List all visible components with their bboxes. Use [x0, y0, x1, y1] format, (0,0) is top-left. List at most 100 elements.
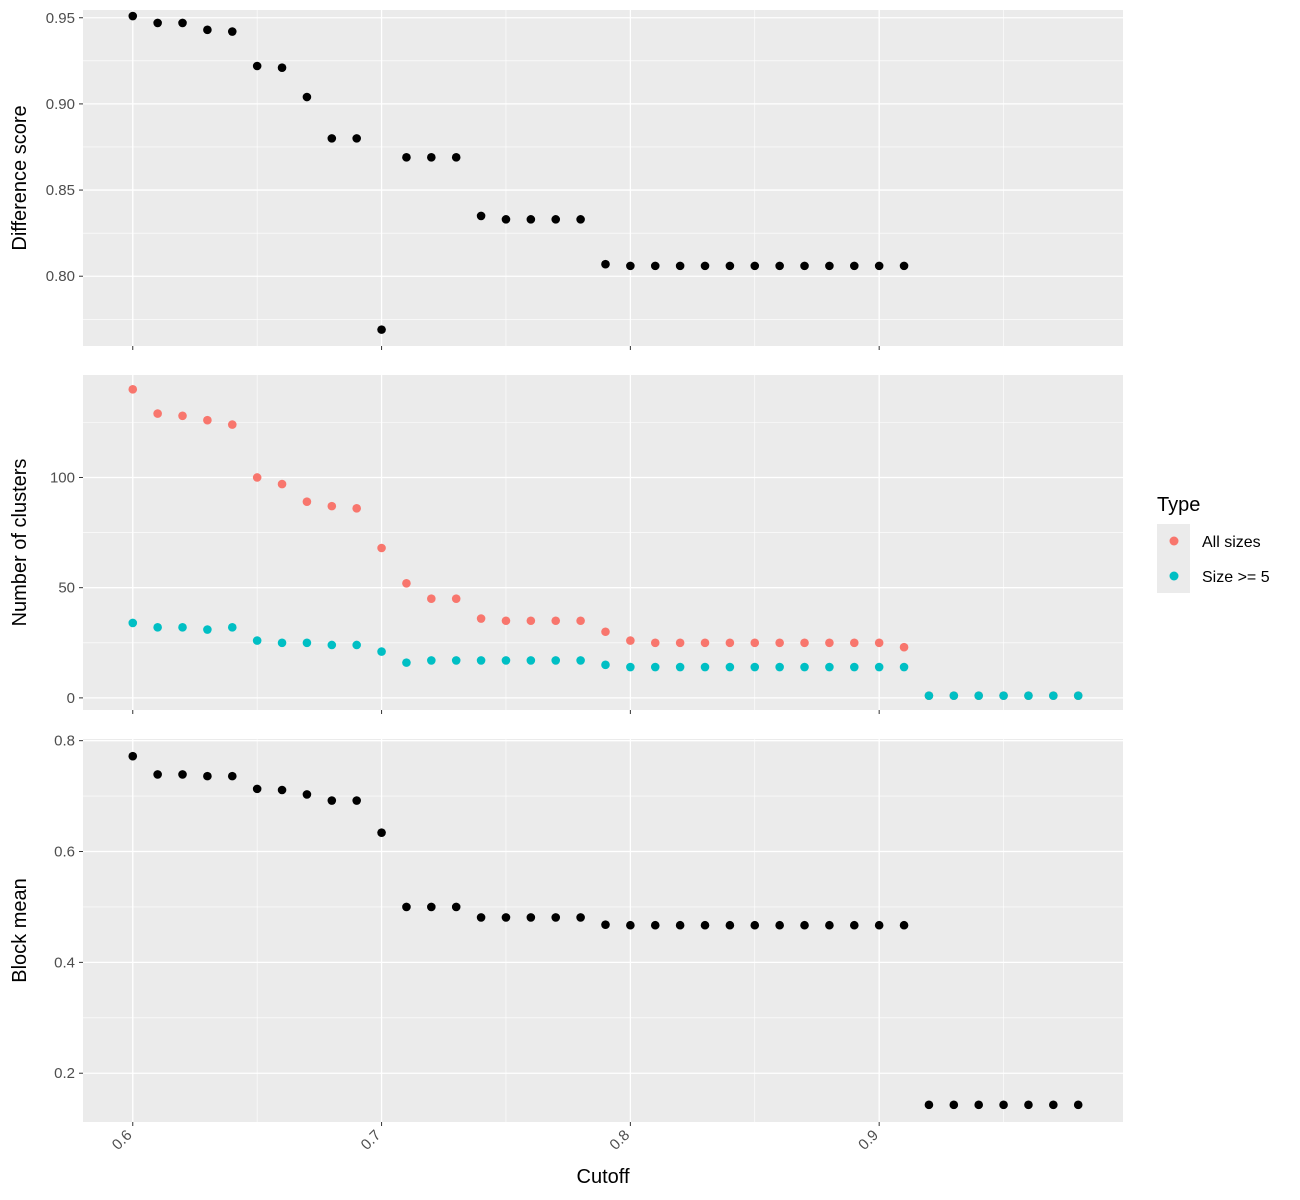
data-point [700, 261, 710, 271]
y-tick-label: 50 [58, 580, 75, 597]
series-size-5 [128, 618, 1083, 700]
data-point [203, 625, 212, 634]
data-point [576, 656, 585, 665]
data-point [650, 662, 660, 672]
data-point [874, 662, 884, 672]
data-point [825, 261, 834, 271]
x-axis-title: Cutoff [577, 1166, 630, 1188]
data-point [476, 614, 486, 623]
y-tick-label: 0.4 [54, 954, 75, 971]
data-point [203, 415, 212, 425]
data-point [725, 261, 735, 271]
y-axis-title: Block mean [9, 878, 31, 983]
data-point [377, 647, 386, 656]
data-point [252, 473, 262, 482]
data-point [178, 770, 187, 779]
data-point [451, 902, 461, 912]
data-point [327, 796, 337, 805]
data-point [899, 261, 909, 271]
data-point [501, 215, 511, 224]
data-point [526, 913, 536, 922]
data-point [178, 623, 187, 632]
data-point [501, 656, 511, 665]
data-point [327, 134, 337, 143]
data-point [675, 920, 685, 930]
data-point [128, 618, 138, 628]
data-point [377, 828, 386, 837]
y-tick-label: 0.85 [46, 182, 75, 199]
data-point [874, 638, 884, 648]
y-tick-label: 0.2 [54, 1065, 75, 1082]
data-point [377, 325, 386, 334]
data-point [526, 215, 536, 224]
y-tick-label: 0.95 [46, 10, 75, 27]
data-point [576, 616, 585, 626]
data-point [849, 261, 859, 271]
data-point [402, 578, 411, 588]
data-point [402, 902, 411, 912]
data-point [999, 1100, 1008, 1110]
data-point [427, 902, 436, 912]
data-point [252, 784, 262, 794]
data-point [227, 771, 237, 781]
panel-background [83, 10, 1123, 346]
data-point [775, 920, 784, 930]
data-point [427, 656, 436, 665]
data-point [974, 1100, 983, 1110]
data-point [302, 638, 312, 648]
legend-label-all-sizes: All sizes [1202, 534, 1261, 551]
legend-key-all-sizes [1169, 536, 1179, 546]
x-tick-label: 0.6 [109, 1127, 136, 1154]
data-point [128, 751, 138, 761]
data-point [924, 691, 934, 700]
data-point [775, 638, 784, 648]
data-point [825, 920, 834, 930]
data-point [277, 63, 287, 73]
data-point [302, 790, 312, 799]
data-point [750, 638, 760, 648]
data-point [874, 920, 884, 930]
y-tick-label: 0 [67, 690, 75, 707]
panel-background [83, 375, 1123, 710]
data-point [277, 785, 287, 795]
data-point [800, 920, 809, 930]
data-point [551, 215, 561, 224]
panel-background [83, 739, 1123, 1122]
data-point [750, 662, 760, 672]
x-tick-label: 0.8 [606, 1127, 633, 1154]
data-point [277, 638, 287, 648]
y-axis-title: Number of clusters [9, 459, 31, 627]
data-point [476, 913, 486, 922]
data-point [949, 1100, 959, 1110]
data-point [352, 134, 361, 143]
data-point [700, 662, 710, 672]
data-point [427, 594, 436, 604]
data-point [650, 638, 660, 648]
series-all-sizes [128, 385, 1083, 700]
data-point [302, 497, 312, 507]
data-point [775, 261, 784, 271]
data-point [227, 623, 237, 632]
data-point [899, 642, 909, 652]
data-point [626, 261, 635, 271]
data-point [849, 662, 859, 672]
data-point [700, 638, 710, 648]
data-point [551, 656, 561, 665]
data-point [800, 662, 809, 672]
data-point [451, 594, 461, 604]
data-point [626, 920, 635, 930]
data-point [402, 153, 411, 162]
data-point [327, 501, 337, 511]
data-point [128, 11, 138, 21]
data-point [451, 153, 461, 162]
data-point [675, 662, 685, 672]
data-point [526, 656, 536, 665]
data-point [601, 660, 610, 670]
data-point [626, 636, 635, 645]
data-point [252, 636, 262, 645]
panel-middle: 0 50 100 Number of clusters [9, 375, 1123, 714]
data-point [128, 385, 138, 394]
data-point [227, 420, 237, 429]
x-tick-label: 0.9 [855, 1127, 882, 1154]
y-tick-label: 0.90 [46, 96, 75, 113]
